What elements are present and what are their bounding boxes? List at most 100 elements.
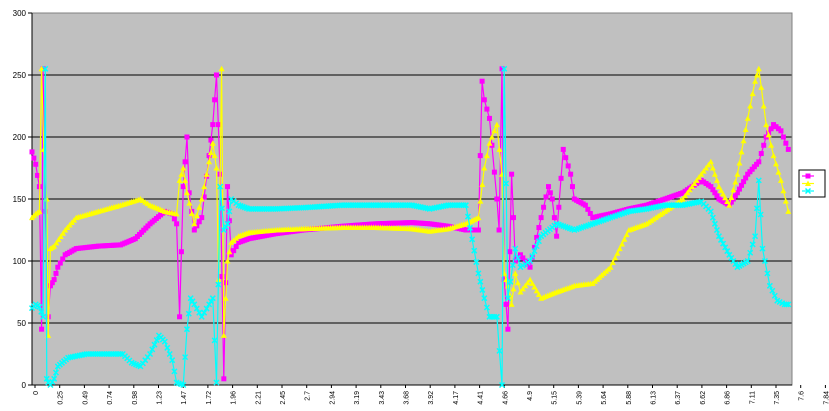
data-point [171,216,177,222]
data-point [693,177,700,183]
data-point [453,202,461,209]
data-point [549,196,555,202]
series-2 [29,65,792,338]
data-point [404,202,411,209]
data-point [395,202,402,209]
data-point [499,66,505,72]
data-point [87,350,95,358]
data-point [42,65,49,72]
data-point [350,202,357,209]
data-point [736,186,742,192]
x-tick-label: 7.35 [774,391,781,405]
data-point [510,285,517,292]
data-point [527,276,534,283]
data-point [582,202,588,208]
data-point [191,301,198,308]
x-tick-label: 1.72 [206,391,213,405]
data-point [268,205,275,212]
data-point [675,202,682,209]
data-point [556,204,562,210]
x-tick-label: 6.13 [651,391,658,405]
data-point [224,220,231,227]
data-point [520,255,526,261]
x-tick-label: 0 [33,391,40,395]
data-point [217,183,224,190]
data-point [222,295,229,301]
data-point [57,233,64,239]
data-point [256,205,264,212]
data-point [484,106,490,112]
y-axis: 0 50 100 150 200 250 300 [13,9,33,390]
data-point [805,180,811,186]
data-point [713,226,720,234]
data-point [560,146,566,152]
data-point [193,212,200,219]
data-point [747,103,754,109]
data-point [744,257,751,265]
data-point [498,381,506,389]
data-point [213,72,219,78]
data-point [196,309,203,316]
data-point [524,279,531,286]
data-point [180,165,187,171]
data-point [166,350,173,358]
data-point [756,159,762,165]
data-point [773,160,780,167]
data-point [763,121,770,128]
data-point [717,236,725,243]
data-point [804,187,812,195]
data-point [402,202,409,209]
data-point [743,175,749,181]
data-point [206,158,213,165]
data-point [47,381,54,389]
data-point [467,224,474,231]
data-point [679,196,686,202]
x-tick-label: 5.39 [576,391,583,405]
data-point [486,115,492,121]
data-point [475,227,481,233]
data-point [231,248,237,254]
data-point [53,270,59,276]
data-point [691,180,698,186]
legend-entry-3 [802,187,814,195]
data-point [53,239,60,246]
data-point [479,181,486,188]
data-point [726,251,733,258]
data-point [689,183,696,190]
data-point [94,350,101,358]
data-point [760,103,767,109]
data-point [196,219,202,225]
data-point [705,161,712,168]
data-point [191,220,198,227]
data-point [504,295,511,302]
data-point [226,218,232,224]
data-point [612,254,619,261]
x-tick-label: 2.7 [305,391,312,401]
x-tick-label: 4.41 [478,391,485,405]
data-point [449,202,456,209]
data-point [338,202,345,209]
x-tick-label: 6.37 [675,391,682,405]
data-point [388,202,395,209]
data-point [673,202,680,209]
y-tick-label: 150 [13,195,27,204]
data-point [483,152,490,159]
data-point [609,259,616,266]
data-point [509,171,515,177]
data-point [377,202,384,209]
data-point [226,248,233,255]
data-point [512,270,519,276]
data-point [99,350,106,358]
data-point [90,350,97,358]
data-point [475,214,482,221]
data-point [43,196,50,202]
data-point [514,254,521,261]
data-point [517,289,524,295]
data-point [732,178,739,185]
data-point [368,202,375,209]
data-point [393,202,400,209]
data-point [668,202,675,209]
data-point [501,277,507,283]
data-point [732,193,738,199]
data-point [722,244,729,251]
